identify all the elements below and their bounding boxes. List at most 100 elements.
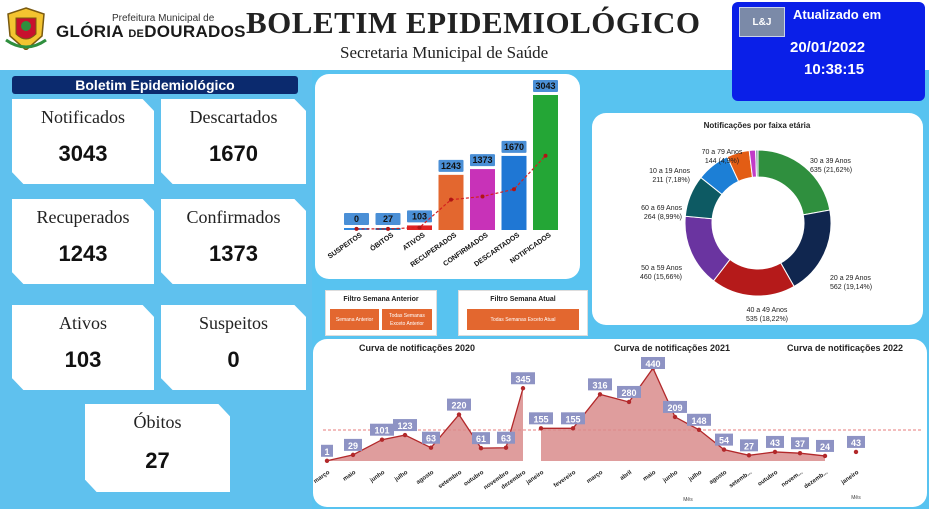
donut-slice-value: 535 (18,22%) — [746, 316, 788, 323]
card-recuperados: Recuperados 1243 — [12, 199, 154, 284]
curve-value-bg — [472, 432, 490, 445]
curve-point — [520, 386, 526, 391]
curve-value-label: 148 — [691, 416, 706, 426]
curve-month-label: outubro — [757, 470, 779, 488]
curve-value-bg — [740, 439, 758, 452]
trend-point — [449, 197, 453, 202]
curve-month-label: junho — [369, 470, 387, 485]
bar-label-bg — [407, 210, 432, 223]
curve-value-bg — [321, 444, 333, 457]
filter-current-week: Filtro Semana Atual Todas Semanas Exceto… — [458, 290, 588, 336]
bar — [470, 169, 495, 230]
previous-week-button[interactable]: Semana Anterior — [330, 309, 379, 330]
bar-label-bg — [438, 159, 464, 172]
curve-point — [772, 449, 778, 455]
curve-axis-label: Mês — [851, 495, 861, 501]
bar — [438, 174, 464, 230]
card-label: Recuperados — [36, 207, 130, 227]
update-info-box: L&J Atualizado em 20/01/2022 10:38:15 — [732, 2, 925, 101]
curve-point — [478, 445, 484, 451]
curve-month-label: outubro — [463, 470, 485, 488]
filter-previous-week: Filtro Semana Anterior Semana Anterior T… — [325, 290, 437, 336]
city-name: GLÓRIA DEDOURADOS — [56, 22, 246, 42]
curve-month-label: janeiro — [840, 470, 861, 487]
curve-point — [428, 445, 434, 450]
bar-value-label: 27 — [383, 214, 393, 224]
curve-value-label: 316 — [592, 380, 607, 390]
curve-2021-title: Curva de notificações 2021 — [614, 343, 731, 353]
donut-title: Notificações por faixa etária — [704, 121, 811, 130]
curve-point — [570, 426, 576, 431]
donut-slice-label: 10 a 19 Anos — [649, 168, 690, 175]
curve-value-bg — [422, 431, 440, 444]
all-except-previous-button[interactable]: Todas Semanas Exceto Anterior — [382, 309, 432, 330]
curve-value-bg — [715, 433, 733, 446]
curve-value-label: 101 — [374, 426, 389, 436]
bar-label-bg — [470, 154, 495, 167]
donut-slice-value: 635 (21,62%) — [810, 167, 852, 174]
curve-value-bg — [370, 423, 394, 436]
curve-month-label: julho — [687, 470, 703, 484]
donut-slice-label: 20 a 29 Anos — [830, 275, 871, 282]
card-label: Notificados — [41, 107, 125, 127]
bar-value-label: 103 — [412, 211, 427, 221]
card-notificados: Notificados 3043 — [12, 99, 154, 184]
curve-area — [541, 368, 825, 461]
curve-value-label: 27 — [744, 441, 754, 451]
curve-month-label: agosto — [709, 470, 729, 486]
update-date: 20/01/2022 — [790, 39, 866, 56]
update-time: 10:38:15 — [804, 61, 865, 78]
notification-curve-chart: 1 março 29 maio 101 junho 123 julho 63 agosto 220 s… — [313, 357, 923, 503]
curve-value-label: 155 — [533, 414, 548, 424]
page-subtitle: Secretaria Municipal de Saúde — [340, 43, 549, 62]
notification-curve-panel: Curva de notificações 2020 Curva de noti… — [313, 339, 927, 507]
card-value: 1670 — [209, 141, 258, 166]
company-logo: L&J — [739, 7, 785, 37]
city-end: DOURADOS — [144, 22, 246, 41]
curve-point — [456, 412, 462, 417]
donut-slice — [755, 149, 759, 178]
curve-value-bg — [511, 372, 535, 385]
bar-value-label: 3043 — [535, 81, 555, 91]
donut-slice-value: 264 (8,99%) — [644, 214, 682, 221]
curve-value-bg — [529, 412, 553, 425]
curve-value-bg — [847, 435, 865, 448]
trend-point — [543, 153, 548, 158]
curve-value-label: 37 — [795, 439, 805, 449]
curve-value-label: 1 — [324, 447, 329, 457]
curve-month-label: maio — [342, 470, 357, 483]
trend-point — [417, 225, 422, 230]
trend-point — [354, 226, 359, 231]
curve-value-label: 61 — [476, 434, 486, 444]
trend-point — [386, 226, 390, 231]
card-value: 1243 — [58, 241, 108, 266]
curve-point — [503, 445, 509, 450]
bar — [501, 155, 527, 230]
curve-month-label: fevereiro — [553, 470, 577, 490]
curve-value-bg — [766, 435, 784, 448]
bar-category-label: SUSPEITOS — [327, 232, 364, 261]
donut-slice-value: 562 (19,14%) — [830, 284, 872, 291]
city-de: DE — [128, 28, 145, 40]
prefeitura-label: Prefeitura Municipal de — [112, 13, 215, 24]
card-value: 103 — [64, 347, 102, 372]
card-obitos: Óbitos 27 — [85, 404, 230, 492]
curve-value-bg — [816, 439, 834, 452]
card-label: Confirmados — [186, 207, 281, 227]
curve-value-bg — [687, 413, 711, 426]
curve-value-label: 63 — [426, 434, 436, 444]
all-except-current-button[interactable]: Todas Semanas Exceto Atual — [467, 309, 579, 330]
curve-value-bg — [447, 398, 471, 411]
trend-point — [480, 194, 485, 199]
curve-month-label: março — [586, 470, 604, 485]
bar-value-label: 1670 — [504, 142, 524, 152]
curve-point — [822, 453, 828, 459]
filter-title: Filtro Semana Atual — [490, 296, 556, 303]
curve-value-label: 345 — [515, 374, 530, 384]
donut-slice-label: 30 a 39 Anos — [810, 158, 851, 165]
bar-value-label: 0 — [354, 214, 359, 224]
curve-month-label: julho — [393, 470, 409, 484]
card-label: Suspeitos — [198, 313, 268, 333]
curve-month-label: setembro — [438, 470, 464, 491]
curve-axis-label: Mês — [683, 497, 693, 503]
